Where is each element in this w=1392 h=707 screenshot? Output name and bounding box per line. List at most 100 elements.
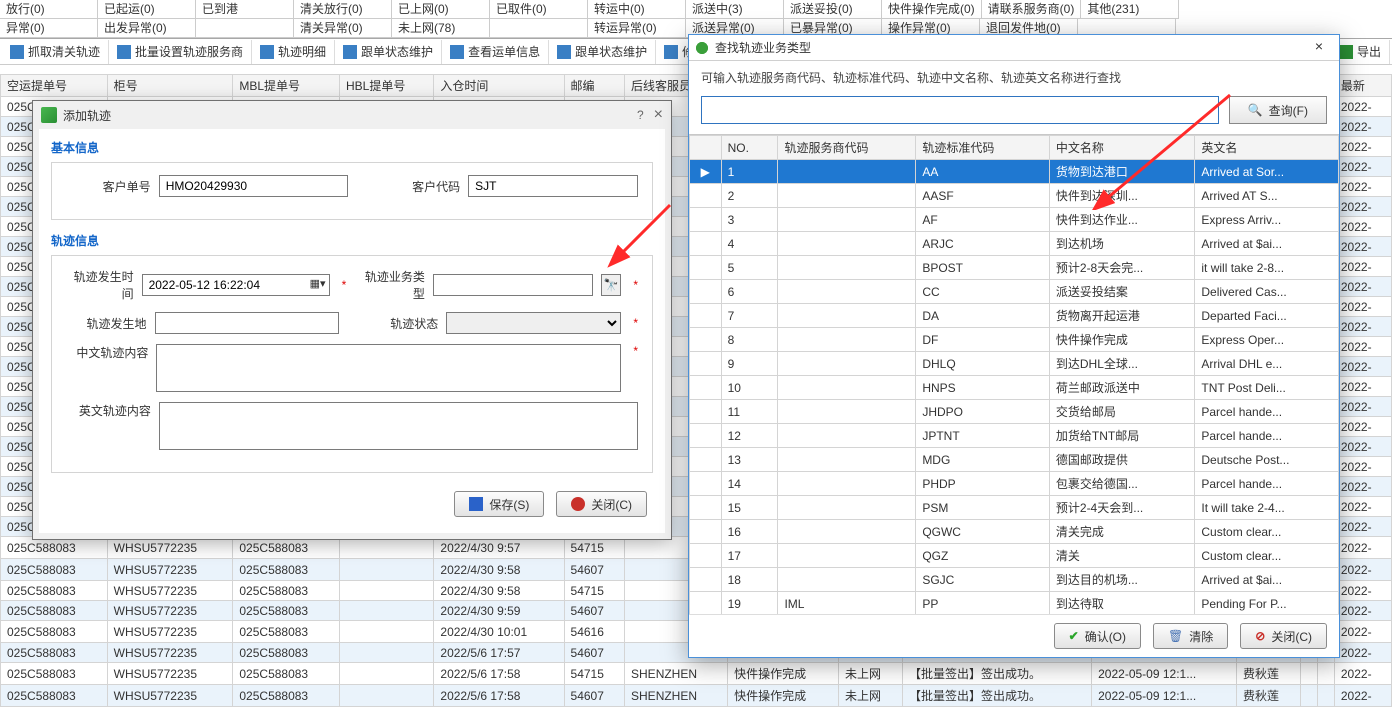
label-status: 轨迹状态 [347,315,439,332]
grab-track-button[interactable]: 抓取清关轨迹 [2,40,109,64]
status-tab[interactable]: 已起运(0) [98,0,196,19]
clear-button[interactable]: 🗑清除 [1153,623,1228,649]
cell [778,304,916,328]
track-detail-button[interactable]: 轨迹明细 [252,40,335,64]
status-tab[interactable]: 其他(231) [1081,0,1179,19]
biztype-lookup-button[interactable]: 🔭 [601,274,621,296]
lookup-row[interactable]: 7DA货物离开起运港Departed Faci... [690,304,1339,328]
close-icon[interactable]: × [1305,38,1333,58]
status-tab[interactable] [490,19,588,38]
lookup-row[interactable]: 16QGWC清关完成Custom clear... [690,520,1339,544]
column-header[interactable]: MBL提单号 [233,75,340,97]
lookup-row[interactable]: 9DHLQ到达DHL全球...Arrival DHL e... [690,352,1339,376]
required-marker: * [633,316,638,330]
follow-status-button[interactable]: 跟单状态维护 [335,40,442,64]
status-tab[interactable]: 转运异常(0) [588,19,686,38]
lookup-row[interactable]: 19IMLPP到达待取Pending For P... [690,592,1339,615]
status-tab[interactable]: 清关放行(0) [294,0,392,19]
follow-status2-button[interactable]: 跟单状态维护 [549,40,656,64]
status-tab[interactable]: 已上网(0) [392,0,490,19]
cell [778,400,916,424]
lookup-row[interactable]: 18SGJC到达目的机场...Arrived at $ai... [690,568,1339,592]
calendar-icon[interactable]: ▦▾ [310,277,326,290]
tool-icon [117,45,131,59]
cell: 16 [721,520,778,544]
lookup-row[interactable]: 14PHDP包裹交给德国...Parcel hande... [690,472,1339,496]
status-tab[interactable]: 出发异常(0) [98,19,196,38]
close-icon[interactable]: × [654,106,663,124]
input-biztype[interactable] [433,274,593,296]
row-indicator [690,232,722,256]
tb-label: 批量设置轨迹服务商 [135,43,243,60]
tb-label: 跟单状态维护 [575,43,647,60]
status-tab[interactable]: 未上网(78) [392,19,490,38]
lookup-row[interactable]: 2AASF快件到达深圳...Arrived AT S... [690,184,1339,208]
cell: Deutsche Post... [1195,448,1339,472]
close-button[interactable]: ⊘关闭(C) [1240,623,1327,649]
lookup-row[interactable]: 10HNPS荷兰邮政派送中TNT Post Deli... [690,376,1339,400]
search-hint: 可输入轨迹服务商代码、轨迹标准代码、轨迹中文名称、轨迹英文名称进行查找 [689,61,1339,90]
input-custno[interactable] [159,175,348,197]
column-header[interactable]: 入仓时间 [434,75,564,97]
lookup-row[interactable]: ▶1AA货物到达港口Arrived at Sor... [690,160,1339,184]
column-header[interactable]: 中文名称 [1049,136,1194,160]
textarea-zh[interactable] [156,344,621,392]
cell: 快件到达深圳... [1049,184,1194,208]
column-header[interactable]: 轨迹标准代码 [916,136,1050,160]
status-tab[interactable]: 派送妥投(0) [784,0,882,19]
lookup-row[interactable]: 12JPTNT加货给TNT邮局Parcel hande... [690,424,1339,448]
column-header[interactable]: 柜号 [107,75,233,97]
lookup-dialog: 查找轨迹业务类型 × 可输入轨迹服务商代码、轨迹标准代码、轨迹中文名称、轨迹英文… [688,34,1340,658]
status-tab[interactable]: 转运中(0) [588,0,686,19]
query-button[interactable]: 🔍查询(F) [1229,96,1327,124]
cell: 到达目的机场... [1049,568,1194,592]
input-custcode[interactable] [468,175,638,197]
lookup-row[interactable]: 13MDG德国邮政提供Deutsche Post... [690,448,1339,472]
save-button[interactable]: 保存(S) [454,491,544,517]
lookup-row[interactable]: 17QGZ清关Custom clear... [690,544,1339,568]
status-tab[interactable]: 请联系服务商(0) [982,0,1082,19]
table-row[interactable]: 025C588083WHSU5772235025C5880832022/5/6 … [1,685,1392,707]
tool-icon [664,45,678,59]
view-waybill-button[interactable]: 查看运单信息 [442,40,549,64]
cell: PP [916,592,1050,615]
status-tab[interactable]: 已取件(0) [490,0,588,19]
btn-label: 确认(O) [1085,628,1126,645]
status-tab[interactable]: 已到港 [196,0,294,19]
column-header[interactable]: 最新 [1334,75,1391,97]
status-tab[interactable] [196,19,294,38]
cell: Delivered Cas... [1195,280,1339,304]
textarea-en[interactable] [159,402,638,450]
column-header[interactable]: 轨迹服务商代码 [778,136,916,160]
cell: BPOST [916,256,1050,280]
status-tab[interactable]: 放行(0) [0,0,98,19]
lookup-row[interactable]: 3AF快件到达作业...Express Arriv... [690,208,1339,232]
select-status[interactable] [446,312,621,334]
lookup-row[interactable]: 5BPOST预计2-8天会完...it will take 2-8... [690,256,1339,280]
lookup-row[interactable]: 15PSM预计2-4天会到...It will take 2-4... [690,496,1339,520]
status-tab[interactable]: 清关异常(0) [294,19,392,38]
lookup-row[interactable]: 11JHDPO交货给邮局Parcel hande... [690,400,1339,424]
column-header[interactable]: NO. [721,136,778,160]
help-icon[interactable]: ? [637,108,644,122]
column-header[interactable]: HBL提单号 [340,75,434,97]
ok-button[interactable]: ✔确认(O) [1054,623,1141,649]
status-tab[interactable]: 快件操作完成(0) [882,0,982,19]
status-tab[interactable]: 异常(0) [0,19,98,38]
cell [778,520,916,544]
btn-label: 保存(S) [489,496,529,513]
column-header[interactable]: 英文名 [1195,136,1339,160]
input-place[interactable] [155,312,339,334]
tb-label: 查看运单信息 [468,43,540,60]
status-tab[interactable]: 派送中(3) [686,0,784,19]
lookup-row[interactable]: 4ARJC到达机场Arrived at $ai... [690,232,1339,256]
lookup-row[interactable]: 8DF快件操作完成Express Oper... [690,328,1339,352]
table-row[interactable]: 025C588083WHSU5772235025C5880832022/5/6 … [1,663,1392,685]
column-header[interactable]: 空运提单号 [1,75,108,97]
search-input[interactable] [701,96,1219,124]
column-header[interactable]: 邮编 [564,75,625,97]
lookup-row[interactable]: 6CC派送妥投结案Delivered Cas... [690,280,1339,304]
close-button[interactable]: 关闭(C) [556,491,647,517]
batch-set-button[interactable]: 批量设置轨迹服务商 [109,40,252,64]
input-time[interactable] [142,274,330,296]
